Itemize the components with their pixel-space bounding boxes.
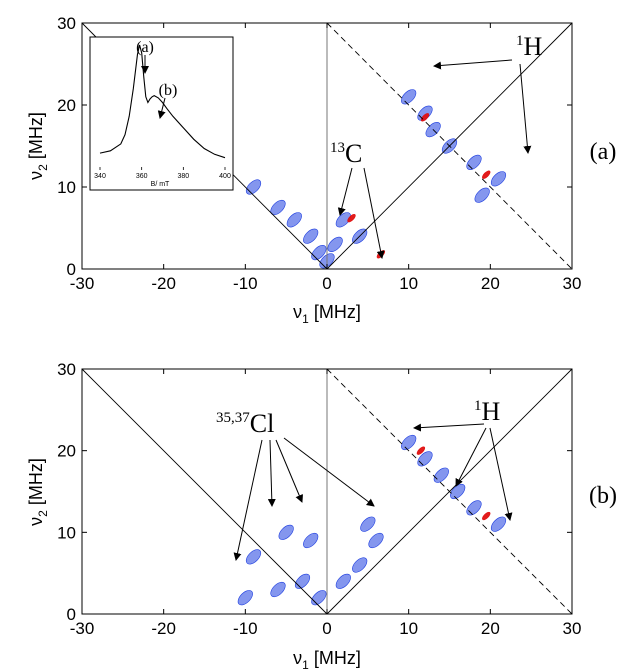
y-tick-label: 20 xyxy=(57,442,76,461)
x-tick-label: 0 xyxy=(322,274,331,293)
x-tick-label: 10 xyxy=(399,274,418,293)
blue-contour-peak xyxy=(360,516,376,532)
blue-contour-peak xyxy=(490,171,507,187)
annotation-1H-b: 1H xyxy=(474,397,501,426)
inset-xlabel: B/ mT xyxy=(151,181,170,188)
arrow-Cl-b-3 xyxy=(275,439,303,503)
x-tick-label: 0 xyxy=(322,619,331,638)
xlabel-b: ν1 [MHz] xyxy=(293,648,361,671)
y-tick-label: 30 xyxy=(57,14,76,33)
red-contour-peak xyxy=(482,511,491,521)
panel-a: -30 -20 -10 0 10 20 30 0 10 20 30 340 360 380 400 B/ … xyxy=(26,14,616,326)
x-tick-label: -30 xyxy=(70,274,95,293)
arrow-1H-b-3 xyxy=(489,427,513,521)
inset-tick-label: 340 xyxy=(94,173,106,180)
blue-contour-peak xyxy=(474,187,490,203)
x-tick-label: -20 xyxy=(151,274,176,293)
blue-contour-peak xyxy=(245,179,262,195)
blue-contour-peak xyxy=(311,245,327,261)
x-tick-label: 30 xyxy=(563,619,582,638)
annotation-13C-a: 13C xyxy=(330,139,362,168)
blue-contour-peak xyxy=(401,434,417,451)
blue-contour-peak xyxy=(433,467,449,483)
anti-diagonal-line xyxy=(326,368,573,615)
arrow-1H-a-1 xyxy=(433,59,513,70)
xlabel-a: ν1 [MHz] xyxy=(293,302,361,326)
red-contour-peak xyxy=(482,170,491,179)
inset-tick-label: 400 xyxy=(219,173,231,180)
blue-contour-peak xyxy=(286,212,302,228)
blue-contour-peak xyxy=(335,573,351,589)
red-contour-peak xyxy=(347,213,356,223)
blue-contour-peak xyxy=(294,573,311,589)
y-tick-label: 10 xyxy=(57,178,76,197)
blue-contour-peak xyxy=(368,532,384,549)
blue-contour-peak xyxy=(417,451,433,467)
diagonal-line-negative xyxy=(81,368,328,615)
blue-contour-peak xyxy=(270,199,286,216)
blue-contour-peak xyxy=(335,212,351,228)
arrow-Cl-b-1 xyxy=(233,439,263,561)
inset-label-b: (b) xyxy=(159,82,178,99)
blue-contour-peak xyxy=(327,236,343,252)
data-layer-b xyxy=(237,434,507,606)
ticks-b: -30 -20 -10 0 10 20 30 0 10 20 30 xyxy=(57,360,581,638)
blue-contour-peak xyxy=(303,532,319,549)
x-tick-label: 30 xyxy=(563,274,582,293)
arrow-1H-a-2 xyxy=(519,63,532,154)
red-contour-peak xyxy=(416,446,426,455)
blue-contour-peak xyxy=(466,154,482,170)
blue-contour-peak xyxy=(270,581,286,598)
y-tick-label: 0 xyxy=(67,605,76,624)
blue-contour-peak xyxy=(303,228,319,244)
annotation-1H-a: 1H xyxy=(516,32,543,61)
arrow-1H-b-2 xyxy=(455,427,487,487)
y-tick-label: 30 xyxy=(57,360,76,379)
inset-tick-label: 360 xyxy=(136,173,148,180)
arrow-Cl-b-2 xyxy=(267,439,276,507)
blue-contour-peak xyxy=(311,590,327,606)
guide-lines-b xyxy=(81,368,573,615)
ticks-a: -30 -20 -10 0 10 20 30 0 10 20 30 xyxy=(57,14,581,293)
panel-label-b: (b) xyxy=(589,483,617,509)
data-layer-a xyxy=(245,89,507,269)
x-tick-label: 20 xyxy=(481,274,500,293)
panel-label-a: (a) xyxy=(590,139,617,165)
inset-tick-label: 380 xyxy=(177,173,189,180)
ylabel-b: ν2 [MHz] xyxy=(26,458,50,526)
anti-diagonal-line xyxy=(326,22,573,270)
x-tick-label: -10 xyxy=(233,619,258,638)
y-tick-label: 10 xyxy=(57,523,76,542)
inset: 340 360 380 400 B/ mT (a) (b) xyxy=(89,36,234,191)
arrow-Cl-b-4 xyxy=(283,437,375,507)
inset-spectrum-line xyxy=(99,44,226,159)
blue-contour-peak xyxy=(278,524,294,540)
blue-contour-peak xyxy=(401,89,417,105)
x-tick-label: -10 xyxy=(233,274,258,293)
blue-contour-peak xyxy=(450,483,466,500)
blue-contour-peak xyxy=(245,549,262,565)
panel-b: -30 -20 -10 0 10 20 30 0 10 20 30 ν1 [MHz] ν2 [MHz… xyxy=(26,360,617,671)
x-tick-label: 10 xyxy=(399,619,418,638)
arrow-13C-a-1 xyxy=(337,167,353,216)
blue-contour-peak xyxy=(237,590,253,606)
blue-contour-peak xyxy=(466,500,482,516)
inset-arrow-b xyxy=(157,97,166,119)
arrow-1H-b-1 xyxy=(413,423,485,432)
x-tick-label: -20 xyxy=(151,619,176,638)
arrow-13C-a-2 xyxy=(363,167,385,259)
y-tick-label: 20 xyxy=(57,96,76,115)
x-tick-label: 20 xyxy=(481,619,500,638)
annotation-Cl-b: 35,37Cl xyxy=(216,409,274,438)
blue-contour-peak xyxy=(352,557,368,573)
y-tick-label: 0 xyxy=(67,260,76,279)
x-tick-label: -30 xyxy=(70,619,95,638)
blue-contour-peak xyxy=(490,516,507,532)
ylabel-a: ν2 [MHz] xyxy=(26,112,50,180)
inset-ticks: 340 360 380 400 xyxy=(94,167,231,180)
inset-label-a: (a) xyxy=(136,39,154,56)
